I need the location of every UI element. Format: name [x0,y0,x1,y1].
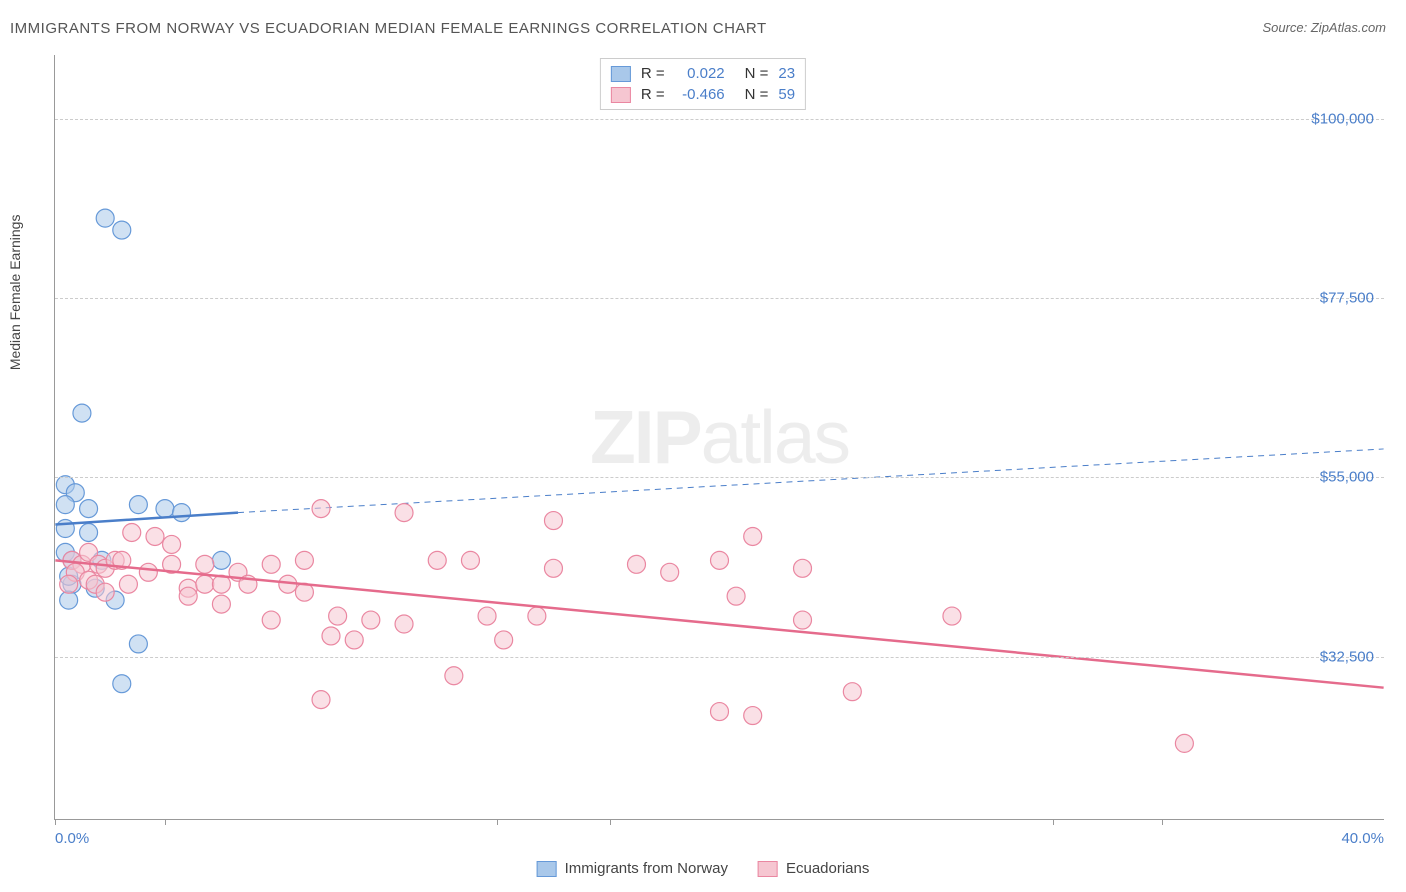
data-point [711,703,729,721]
data-point [312,691,330,709]
x-tick [1053,819,1054,825]
data-point [744,707,762,725]
x-min-label: 0.0% [55,830,89,847]
data-point [73,404,91,422]
r-value: 0.022 [675,65,725,82]
data-point [661,563,679,581]
legend-series-item: Immigrants from Norway [537,860,728,877]
data-point [544,559,562,577]
data-point [794,559,812,577]
data-point [139,563,157,581]
data-point [428,551,446,569]
data-point [173,504,191,522]
data-point [119,575,137,593]
grid-line [55,477,1384,478]
x-tick [1162,819,1163,825]
trend-line-dashed [238,449,1384,513]
plot-svg [55,55,1384,819]
x-tick [55,819,56,825]
data-point [113,675,131,693]
data-point [794,611,812,629]
data-point [113,221,131,239]
x-tick [165,819,166,825]
data-point [744,527,762,545]
data-point [295,551,313,569]
data-point [528,607,546,625]
data-point [843,683,861,701]
data-point [262,555,280,573]
y-tick-label: $77,500 [1320,290,1374,307]
data-point [60,575,78,593]
data-point [129,496,147,514]
data-point [711,551,729,569]
data-point [445,667,463,685]
chart-container: IMMIGRANTS FROM NORWAY VS ECUADORIAN MED… [0,0,1406,892]
source-attribution: Source: ZipAtlas.com [1262,20,1386,35]
data-point [943,607,961,625]
data-point [156,500,174,518]
data-point [196,555,214,573]
data-point [329,607,347,625]
legend-series-label: Ecuadorians [786,860,869,877]
data-point [212,595,230,613]
y-tick-label: $55,000 [1320,469,1374,486]
plot-area: ZIPatlas $32,500$55,000$77,500$100,0000.… [54,55,1384,820]
data-point [461,551,479,569]
data-point [727,587,745,605]
r-value: -0.466 [675,86,725,103]
data-point [345,631,363,649]
legend-swatch [611,87,631,103]
data-point [96,209,114,227]
grid-line [55,119,1384,120]
data-point [362,611,380,629]
grid-line [55,657,1384,658]
data-point [123,524,141,542]
data-point [1175,734,1193,752]
data-point [96,583,114,601]
data-point [262,611,280,629]
data-point [395,504,413,522]
legend-correlation-row: R =-0.466N =59 [611,84,795,105]
x-tick [497,819,498,825]
legend-series: Immigrants from Norway Ecuadorians [537,860,870,877]
grid-line [55,298,1384,299]
y-tick-label: $32,500 [1320,648,1374,665]
y-axis-label: Median Female Earnings [7,215,23,371]
x-tick [610,819,611,825]
trend-line [55,560,1383,687]
data-point [495,631,513,649]
data-point [627,555,645,573]
data-point [163,535,181,553]
data-point [478,607,496,625]
data-point [80,524,98,542]
data-point [544,512,562,530]
data-point [80,500,98,518]
data-point [60,591,78,609]
legend-swatch [758,861,778,877]
legend-series-item: Ecuadorians [758,860,869,877]
x-max-label: 40.0% [1341,830,1384,847]
chart-title: IMMIGRANTS FROM NORWAY VS ECUADORIAN MED… [10,20,767,37]
n-value: 23 [778,65,795,82]
legend-correlation-row: R =0.022N =23 [611,63,795,84]
data-point [312,500,330,518]
n-value: 59 [778,86,795,103]
data-point [395,615,413,633]
data-point [179,587,197,605]
data-point [146,527,164,545]
data-point [196,575,214,593]
legend-series-label: Immigrants from Norway [565,860,728,877]
data-point [56,496,74,514]
legend-correlation-box: R =0.022N =23R =-0.466N =59 [600,58,806,110]
data-point [322,627,340,645]
legend-swatch [611,66,631,82]
data-point [212,551,230,569]
y-tick-label: $100,000 [1311,110,1374,127]
legend-swatch [537,861,557,877]
data-point [129,635,147,653]
